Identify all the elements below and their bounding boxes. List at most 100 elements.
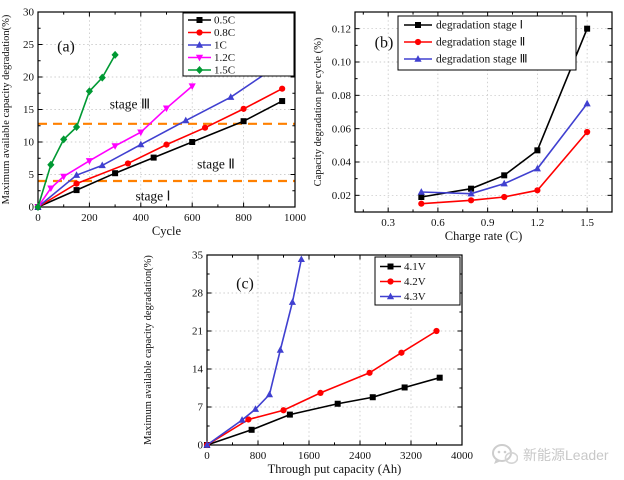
marker-triangle-down (137, 129, 145, 137)
x-tick-label: 1600 (298, 450, 321, 462)
marker-diamond (72, 123, 81, 132)
legend-label: 4.3V (404, 291, 426, 303)
legend-label: 1.2C (214, 52, 235, 64)
marker-square (196, 17, 203, 23)
y-tick-label: 30 (23, 7, 35, 19)
marker-circle (534, 187, 541, 194)
y-tick-label: 7 (198, 402, 204, 414)
marker-triangle (72, 171, 81, 178)
marker-triangle (533, 164, 541, 172)
marker-square (240, 118, 247, 125)
marker-circle (414, 38, 422, 46)
marker-triangle (467, 189, 475, 197)
marker-circle (584, 128, 591, 136)
marker-square (73, 187, 80, 194)
marker-circle (196, 29, 203, 36)
marker-triangle (182, 116, 190, 124)
panel-c: 0 800 1600 2400 3200 4000 0 7 14 21 28 35 (c) Through… (140, 240, 485, 480)
marker-triangle-down (195, 54, 204, 62)
marker-circle (501, 193, 508, 201)
marker-triangle-down (111, 143, 119, 150)
marker-triangle-down (47, 185, 55, 193)
marker-diamond (60, 135, 68, 144)
legend-label: 0.8C (214, 27, 235, 39)
marker-triangle (137, 140, 145, 148)
marker-square (418, 194, 425, 200)
marker-circle (73, 180, 80, 187)
x-tick-label: 4000 (451, 450, 474, 462)
marker-triangle (386, 292, 395, 300)
marker-square (286, 411, 293, 418)
x-axis-title: Charge rate (C) (445, 229, 523, 243)
legend-label: 4.1V (404, 261, 426, 273)
wechat-icon (492, 444, 518, 464)
x-tick-label: 0.3 (381, 217, 395, 229)
marker-diamond (195, 66, 204, 74)
annotation: stage Ⅲ (110, 97, 150, 112)
x-tick-label: 3200 (400, 450, 423, 462)
chart-b-degradation-vs-charge-rate: 0.3 0.6 0.9 1.2 1.5 0.02 0.04 0.06 0.08 0.10 0.12 (… (313, 11, 613, 243)
annotation: (b) (375, 34, 394, 51)
y-tick-label: 25 (23, 39, 35, 51)
marker-circle (366, 369, 373, 376)
marker-square (279, 98, 286, 105)
chart-a-capacity-vs-cycle: 0 200 400 600 800 1000 0 5 10 15 20 25 30 (a) stage Ⅲ s… (1, 7, 307, 238)
marker-triangle (297, 255, 305, 263)
x-tick-label: 0.6 (431, 217, 445, 229)
marker-circle (467, 197, 475, 204)
marker-triangle-down (60, 173, 68, 181)
x-tick-label: 0.9 (481, 217, 495, 229)
marker-triangle (583, 99, 591, 107)
marker-square (468, 185, 475, 192)
y-axis-title: Maximum available capacity degradation(%… (143, 255, 154, 445)
marker-diamond (34, 203, 42, 211)
chart-c-capacity-vs-throughput: 0 800 1600 2400 3200 4000 0 7 14 21 28 35 (c) Through… (143, 250, 474, 476)
marker-triangle (203, 441, 211, 448)
x-tick-label: 800 (235, 212, 252, 224)
marker-triangle (265, 390, 274, 398)
x-tick-label: 200 (81, 212, 98, 224)
x-tick-label: 400 (133, 212, 150, 224)
marker-circle (387, 278, 394, 285)
legend-label: degradation stage Ⅰ (436, 20, 523, 32)
marker-triangle-down (162, 105, 171, 113)
y-tick-label: 0.02 (332, 190, 351, 202)
marker-circle (398, 349, 405, 356)
marker-circle (433, 327, 440, 335)
annotation: stage Ⅱ (197, 157, 235, 172)
marker-square (369, 394, 376, 401)
y-axis-title: Capacity degradation per cycle (%) (313, 37, 324, 186)
marker-diamond (47, 160, 55, 169)
x-tick-label: 0 (35, 212, 41, 224)
marker-circle (280, 407, 287, 414)
x-tick-label: 0 (204, 450, 210, 462)
marker-triangle (195, 41, 204, 48)
panel-a: 0 200 400 600 800 1000 0 5 10 15 20 25 30 (a) stage Ⅲ s… (0, 0, 312, 245)
y-tick-label: 10 (23, 137, 35, 149)
y-tick-label: 0.10 (332, 57, 352, 69)
marker-circle (163, 141, 170, 148)
marker-circle (317, 389, 324, 396)
x-tick-label: 1.2 (531, 217, 545, 229)
y-tick-label: 0.04 (332, 157, 352, 169)
marker-triangle (500, 179, 508, 187)
x-tick-label: 800 (250, 450, 267, 462)
marker-square (415, 22, 421, 28)
marker-square (150, 154, 157, 161)
marker-square (334, 400, 341, 407)
y-tick-label: 5 (29, 169, 35, 181)
panel-b: 0.3 0.6 0.9 1.2 1.5 0.02 0.04 0.06 0.08 0.10 0.12 (… (312, 0, 624, 251)
y-axis-title: Maximum available capacity degradation(%… (1, 14, 12, 204)
y-tick-label: 14 (192, 364, 204, 376)
marker-square (401, 384, 408, 391)
marker-circle (240, 105, 247, 112)
marker-circle (124, 160, 132, 167)
x-axis-title: Through put capacity (Ah) (268, 462, 402, 476)
legend-label: degradation stage Ⅲ (436, 54, 528, 66)
x-tick-label: 1.5 (580, 217, 594, 229)
marker-triangle (417, 188, 425, 195)
marker-circle (279, 85, 286, 92)
legend-label: 4.2V (404, 276, 426, 288)
legend-label: 1.5C (214, 65, 235, 77)
marker-triangle-down (188, 83, 196, 90)
